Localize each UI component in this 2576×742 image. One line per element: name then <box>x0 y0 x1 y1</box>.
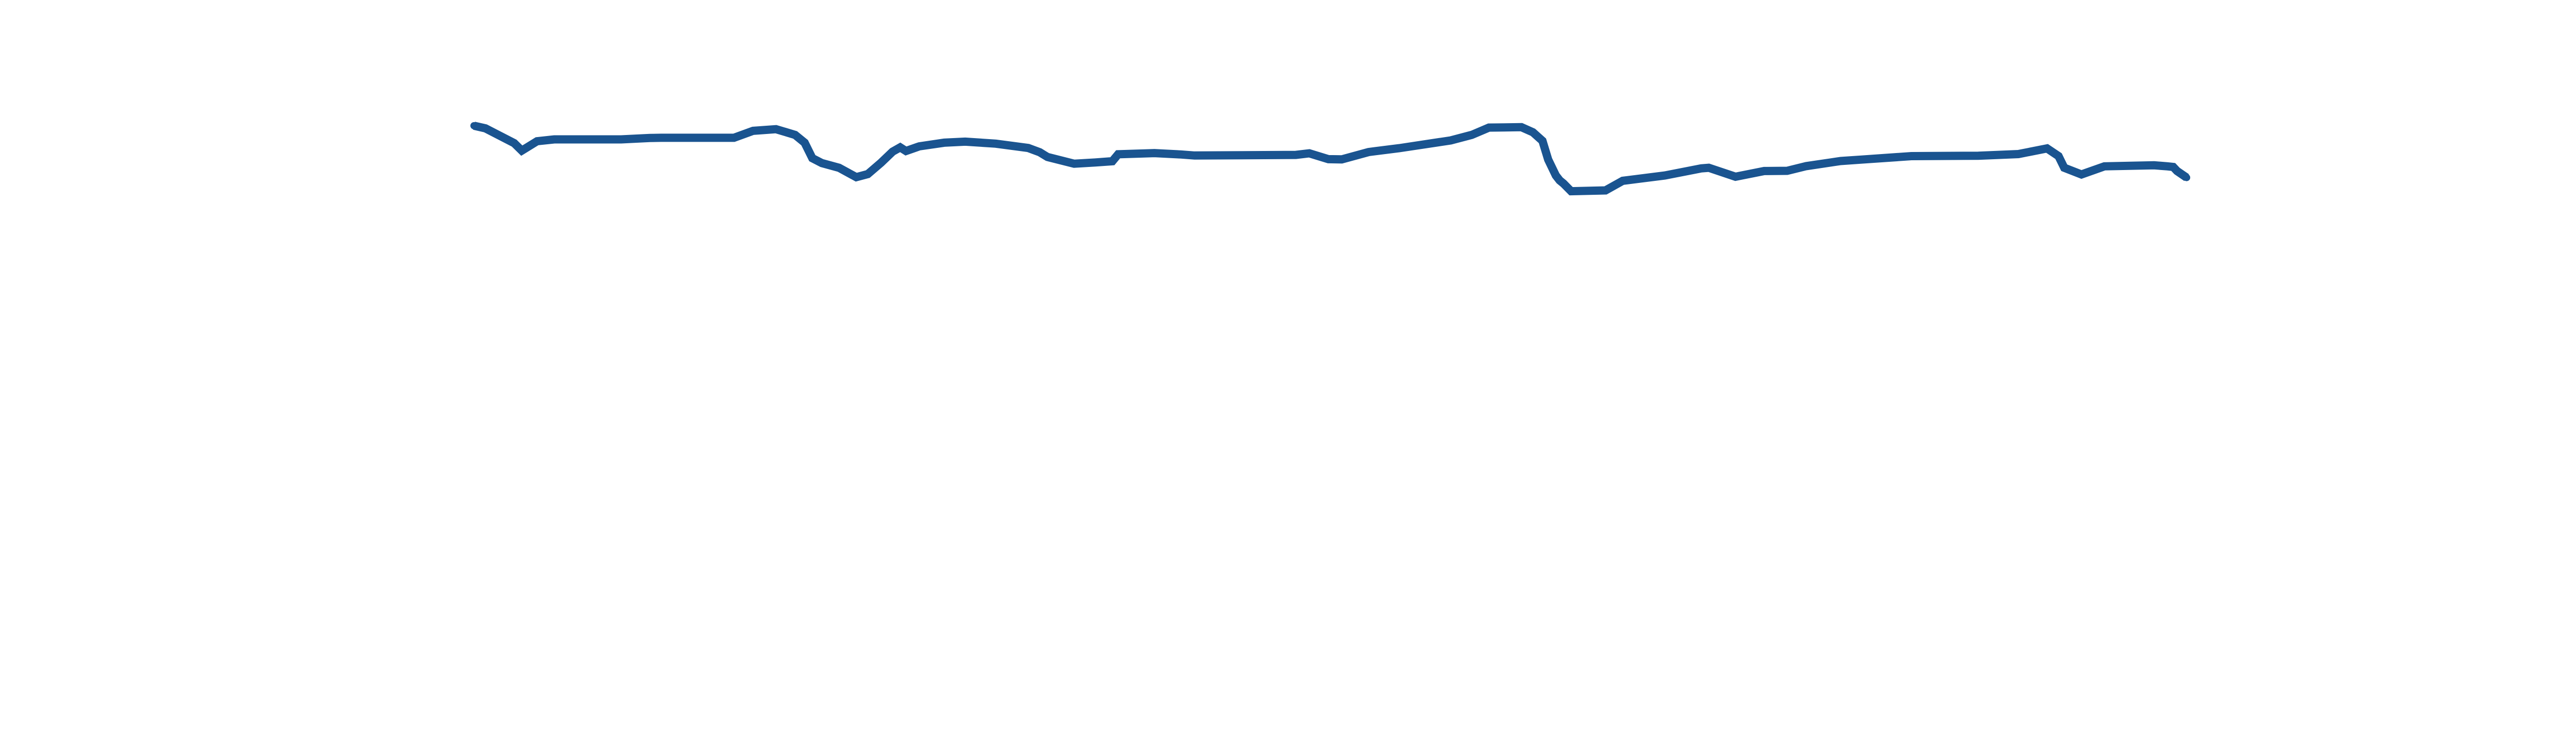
data-point <box>1306 149 1313 157</box>
data-point <box>550 136 558 143</box>
data-point <box>1070 160 1078 167</box>
data-point <box>1552 172 1560 179</box>
data-point <box>518 147 526 155</box>
data-point <box>877 159 885 166</box>
data-point <box>2078 171 2086 178</box>
data-point <box>853 173 860 181</box>
data-point <box>1545 156 1552 163</box>
data-point <box>2100 162 2108 170</box>
data-point <box>808 155 816 162</box>
data-point <box>1567 188 1575 195</box>
data-point <box>916 143 923 150</box>
data-point <box>1619 177 1626 184</box>
data-point <box>1538 137 1546 145</box>
data-point <box>2173 167 2181 175</box>
data-point <box>1292 151 1300 159</box>
data-point <box>1395 144 1403 152</box>
data-point <box>1705 164 1713 172</box>
data-point <box>1338 156 1346 163</box>
data-point <box>1177 150 1185 158</box>
data-point <box>1325 155 1332 163</box>
data-point <box>801 139 808 146</box>
data-point <box>1858 156 1866 163</box>
data-point <box>1697 164 1705 172</box>
data-point <box>896 144 904 151</box>
data-point <box>533 138 541 145</box>
data-point <box>1468 131 1476 139</box>
data-point <box>1974 152 1982 160</box>
data-point <box>1191 151 1198 159</box>
data-point <box>1485 124 1493 131</box>
data-point <box>1837 157 1844 165</box>
data-point <box>889 148 896 156</box>
series-group <box>470 122 2191 196</box>
data-point <box>2014 150 2022 158</box>
data-point <box>1529 128 1537 136</box>
data-point <box>657 134 665 142</box>
data-point <box>1365 148 1372 156</box>
data-point <box>730 134 738 142</box>
data-point <box>617 136 625 143</box>
data-point <box>470 122 478 129</box>
data-point <box>2164 162 2172 170</box>
data-point <box>2060 164 2068 172</box>
data-point <box>2150 161 2158 169</box>
data-point <box>940 139 948 146</box>
data-point <box>749 127 757 134</box>
data-point <box>992 140 999 147</box>
data-point <box>1114 150 1122 158</box>
data-point <box>818 159 826 167</box>
data-point <box>2055 153 2062 160</box>
data-point <box>1760 167 1768 175</box>
data-point <box>1602 187 1609 194</box>
data-point <box>772 125 780 133</box>
data-point <box>1518 123 1526 131</box>
data-point <box>1802 162 1810 170</box>
data-point <box>510 139 518 147</box>
data-point <box>1732 173 1739 180</box>
data-point <box>1560 180 1567 188</box>
data-point <box>1783 167 1791 175</box>
data-point <box>835 164 843 172</box>
data-point <box>864 170 872 178</box>
data-point <box>1044 153 1051 161</box>
data-point <box>2183 174 2191 181</box>
data-point <box>902 147 910 155</box>
data-point <box>1447 137 1454 144</box>
data-point <box>1036 148 1044 156</box>
data-point <box>1907 153 1915 160</box>
data-point <box>1024 144 1032 152</box>
data-point <box>1661 172 1669 179</box>
data-point <box>1109 157 1116 165</box>
data-point <box>961 138 969 145</box>
data-point <box>1150 149 1158 157</box>
data-point <box>2043 145 2051 152</box>
data-point <box>1091 159 1099 166</box>
data-point <box>791 131 799 139</box>
data-point <box>482 125 489 132</box>
data-point <box>646 134 654 142</box>
